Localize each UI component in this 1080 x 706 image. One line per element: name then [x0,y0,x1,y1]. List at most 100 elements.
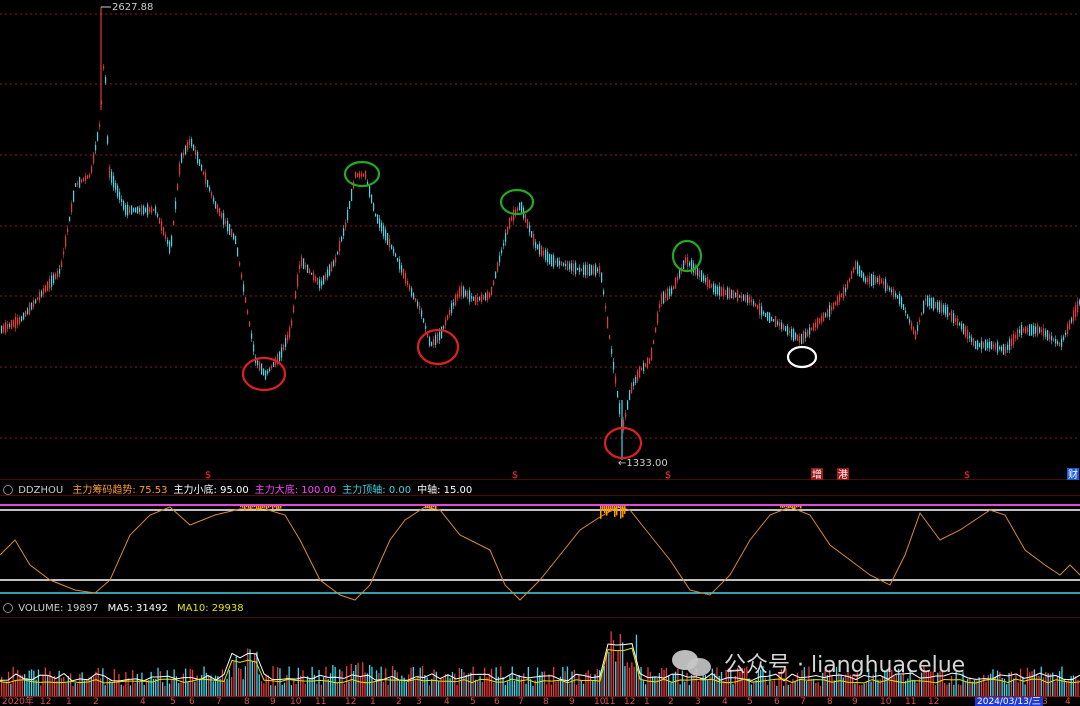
volume-bar [1015,674,1017,696]
candle-body [883,281,885,285]
candle-body [217,205,219,212]
volume-bar [934,685,937,696]
candle-body [893,288,895,298]
volume-bar [394,670,396,696]
volume-bar [90,677,92,696]
date-tick: 7 [800,697,806,706]
candle-body [1025,326,1027,334]
candle-body [483,294,485,300]
indicator-panel[interactable] [0,495,1080,603]
volume-bar [410,667,412,696]
candle-body [827,309,829,317]
signal-bar [786,506,788,508]
volume-bar [295,683,297,696]
volume-bar [771,680,773,696]
candle-body [819,318,821,324]
volume-bar [622,642,624,696]
candle-body [431,342,433,346]
volume-bar [592,680,594,696]
candle-body [591,265,593,275]
volume-bar [449,678,451,696]
volume-bar [318,669,320,696]
volume-bar [642,679,644,696]
candle-body [1019,329,1021,334]
volume-bar [249,649,251,696]
event-marker[interactable]: $ [964,470,970,480]
collapse-icon[interactable] [3,485,13,495]
candle-body [375,213,377,217]
volume-bar [612,640,615,696]
candle-body [729,288,731,299]
date-tick: 9 [270,697,276,706]
volume-bar [302,670,304,696]
indicator-item-value: 75.53 [135,485,168,496]
candle-body [409,285,411,291]
candle-body [295,291,297,299]
candle-body [931,297,933,309]
candle-body [307,264,309,274]
volume-bar [323,677,325,696]
event-marker[interactable]: 港 [838,469,848,480]
volume-bar [679,684,681,696]
volume-bar [141,672,143,696]
candle-body [965,326,967,337]
event-marker[interactable]: $ [512,470,518,480]
candle-body [847,281,849,289]
volume-bar [270,685,272,696]
candle-body [419,305,421,311]
volume-bar [1075,676,1077,696]
volume-bar [1047,673,1049,696]
indicator-name[interactable]: DDZHOU [18,485,64,496]
candle-body [175,201,177,209]
volume-bar [244,666,247,696]
candle-body [135,207,137,213]
volume-bar [486,677,488,696]
volume-bar [1036,674,1038,696]
candle-body [603,290,605,295]
signal-bar [606,506,608,516]
candle-body [263,368,265,376]
candle-body [743,294,745,301]
volume-bar [458,667,460,696]
candle-body [851,271,853,279]
candle-body [823,312,825,322]
event-marker[interactable]: 财 [1068,468,1078,480]
event-marker[interactable]: $ [205,470,211,480]
highlight-circle-red [603,426,643,460]
volume-bar [808,666,810,696]
event-marker[interactable]: 增 [812,468,822,480]
candle-body [41,291,43,297]
price-chart-panel[interactable]: $ $ $ 增 港 $ 财 2627.88 ←1333.00 [0,0,1080,480]
volume-bar [658,673,661,696]
volume-bar [116,681,118,696]
candle-body [861,270,863,278]
candle-body [481,293,483,303]
volume-bar [826,675,828,696]
volume-bar [366,673,368,696]
candle-body [309,269,311,274]
volume-bar [960,685,962,696]
volume-bar [500,666,502,696]
candle-body [355,172,357,178]
volume-bar [978,677,980,696]
candle-body [59,268,61,274]
volume-bar [83,680,86,696]
volume-bar [737,667,739,696]
collapse-icon[interactable] [3,603,13,613]
candle-body [679,270,681,278]
candle-body [627,400,629,410]
volume-bar [603,665,605,696]
candle-body [1005,346,1007,354]
volume-bar [415,680,417,696]
candle-body [161,221,163,231]
volume-bar [53,675,56,696]
candle-body [165,234,167,239]
candle-body [937,302,939,310]
candle-body [455,295,457,305]
volume-bar [182,673,184,696]
candle-body [567,261,569,271]
candle-body [947,307,949,317]
volume-panel[interactable] [0,617,1080,696]
event-marker[interactable]: $ [665,470,671,480]
